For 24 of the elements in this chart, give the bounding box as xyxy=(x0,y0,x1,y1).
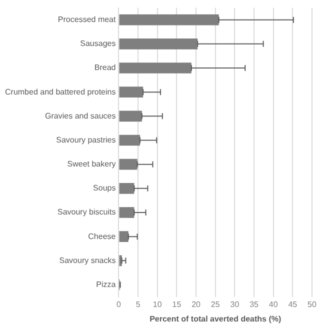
y-tick-label: Savoury pastries xyxy=(56,135,116,144)
y-tick-label: Sausages xyxy=(80,39,116,48)
x-axis-title: Percent of total averted deaths (%) xyxy=(150,314,282,324)
x-tick-label: 30 xyxy=(230,300,240,309)
x-tick-label: 15 xyxy=(172,300,182,309)
y-tick-label: Savoury biscuits xyxy=(57,208,116,217)
x-tick-label: 25 xyxy=(210,300,220,309)
x-tick-label: 5 xyxy=(136,300,141,309)
x-tick-label: 0 xyxy=(116,300,122,309)
y-tick-label: Bread xyxy=(94,63,116,72)
y-tick-label: Cheese xyxy=(88,232,116,241)
x-tick-label: 20 xyxy=(192,300,202,309)
y-tick-label: Savoury snacks xyxy=(59,256,116,265)
x-tick-label: 35 xyxy=(250,300,260,309)
x-tick-label: 10 xyxy=(152,300,162,309)
y-tick-label: Processed meat xyxy=(58,15,117,24)
y-tick-label: Gravies and sauces xyxy=(45,111,116,120)
y-tick-label: Pizza xyxy=(96,280,116,289)
y-tick-label: Soups xyxy=(93,184,116,193)
x-tick-label: 45 xyxy=(288,300,298,309)
y-tick-label: Crumbed and battered proteins xyxy=(5,87,116,96)
x-tick-label: 40 xyxy=(268,300,278,309)
y-tick-label: Sweet bakery xyxy=(67,160,116,169)
x-tick-label: 50 xyxy=(308,300,317,309)
